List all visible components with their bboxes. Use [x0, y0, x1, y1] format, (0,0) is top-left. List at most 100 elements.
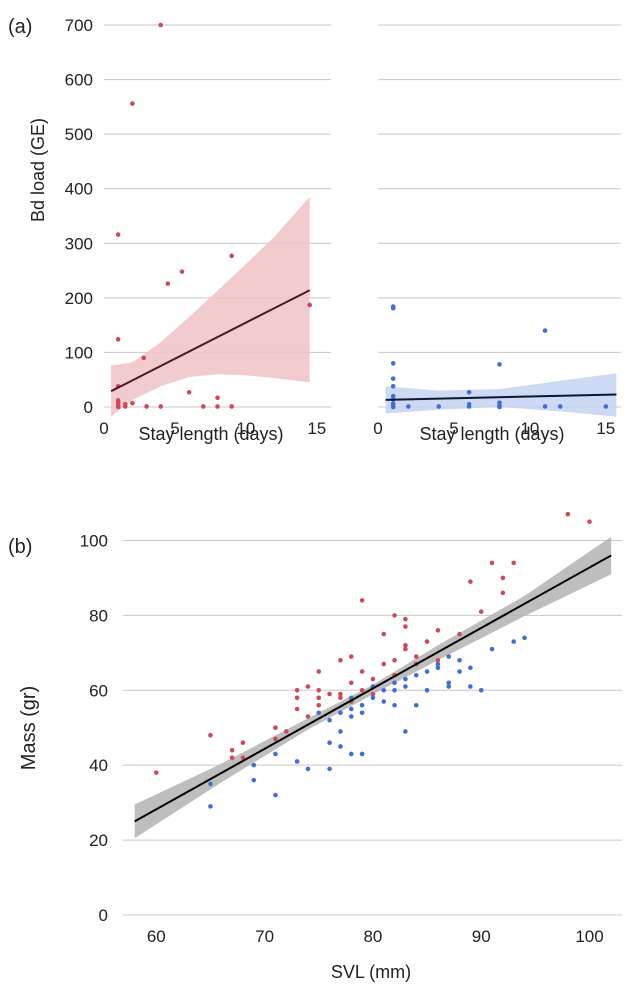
data-point — [359, 751, 365, 757]
data-point — [208, 732, 213, 738]
panel-b-y-axis-label: Mass (gr) — [18, 686, 40, 770]
x-tick-label: 15 — [596, 419, 615, 438]
y-tick-label: 0 — [84, 398, 93, 417]
data-point — [468, 684, 473, 689]
data-point — [273, 792, 278, 798]
data-point — [338, 710, 343, 716]
x-tick-label: 70 — [255, 927, 274, 946]
data-point — [603, 404, 609, 409]
data-point — [489, 560, 495, 566]
confidence-band — [111, 196, 310, 417]
data-point — [403, 616, 408, 622]
data-point — [392, 702, 397, 708]
panel-b-tag: (b) — [8, 536, 32, 558]
data-point — [186, 389, 192, 395]
data-point — [251, 762, 257, 768]
data-point — [390, 361, 396, 366]
data-point — [316, 687, 322, 693]
data-point — [370, 691, 376, 697]
data-point — [511, 560, 517, 566]
data-point — [413, 672, 419, 678]
data-point — [406, 404, 411, 409]
data-point — [436, 404, 442, 409]
data-point — [273, 725, 278, 731]
data-point — [294, 706, 300, 712]
data-point — [370, 695, 376, 701]
data-point — [229, 755, 235, 760]
data-point — [413, 654, 419, 659]
data-point — [338, 691, 343, 697]
data-point — [307, 302, 313, 308]
data-point — [413, 702, 419, 708]
data-point — [424, 669, 430, 674]
data-point — [478, 687, 484, 693]
y-tick-label: 400 — [65, 180, 93, 199]
x-tick-label: 80 — [363, 927, 382, 946]
data-point — [542, 404, 548, 409]
data-point — [316, 710, 322, 716]
data-point — [457, 631, 462, 637]
data-point — [565, 511, 571, 517]
data-point — [466, 404, 472, 409]
data-point — [359, 687, 365, 693]
y-tick-label: 100 — [80, 531, 108, 550]
y-tick-label: 700 — [65, 16, 93, 35]
data-point — [435, 628, 441, 633]
data-point — [348, 751, 354, 757]
data-point — [273, 751, 278, 757]
data-point — [338, 695, 343, 701]
data-point — [557, 404, 563, 409]
data-point — [542, 328, 548, 333]
data-point — [424, 687, 430, 693]
panel-a-tag: (a) — [8, 16, 32, 38]
data-point — [392, 687, 397, 693]
data-point — [115, 404, 121, 410]
data-point — [359, 702, 365, 708]
x-tick-label: 90 — [472, 927, 491, 946]
data-point — [446, 684, 452, 689]
data-point — [283, 729, 289, 734]
data-point — [390, 376, 396, 381]
data-point — [403, 624, 408, 629]
data-point — [403, 684, 408, 689]
data-point — [327, 717, 332, 723]
panel-a-y-axis-label: Bd load (GE) — [28, 118, 48, 222]
data-point — [390, 404, 396, 410]
data-point — [435, 658, 441, 663]
data-point — [201, 404, 206, 409]
data-point — [446, 654, 452, 659]
data-point — [348, 714, 354, 719]
y-tick-label: 60 — [89, 681, 108, 700]
x-tick-label: 10 — [520, 419, 539, 438]
data-point — [229, 747, 235, 753]
data-point — [381, 687, 387, 693]
data-point — [497, 362, 502, 367]
data-point — [240, 755, 246, 760]
data-point — [359, 669, 365, 674]
data-point — [165, 281, 171, 286]
data-point — [457, 658, 462, 663]
data-point — [403, 676, 408, 682]
data-point — [338, 744, 343, 749]
y-tick-label: 20 — [89, 831, 108, 850]
y-tick-label: 200 — [65, 289, 93, 308]
regression-line — [134, 554, 612, 823]
data-point — [489, 646, 495, 652]
y-tick-label: 40 — [89, 756, 108, 775]
data-point — [390, 305, 396, 311]
data-point — [403, 643, 408, 648]
data-point — [511, 639, 517, 644]
x-tick-label: 60 — [147, 927, 166, 946]
data-point — [381, 699, 387, 704]
regression-line — [385, 393, 617, 401]
data-point — [392, 613, 397, 618]
data-point — [144, 404, 149, 409]
x-tick-label: 5 — [170, 419, 179, 438]
data-point — [179, 269, 185, 274]
data-point — [294, 695, 300, 701]
data-point — [229, 253, 234, 259]
data-point — [359, 598, 365, 603]
data-point — [381, 631, 387, 637]
